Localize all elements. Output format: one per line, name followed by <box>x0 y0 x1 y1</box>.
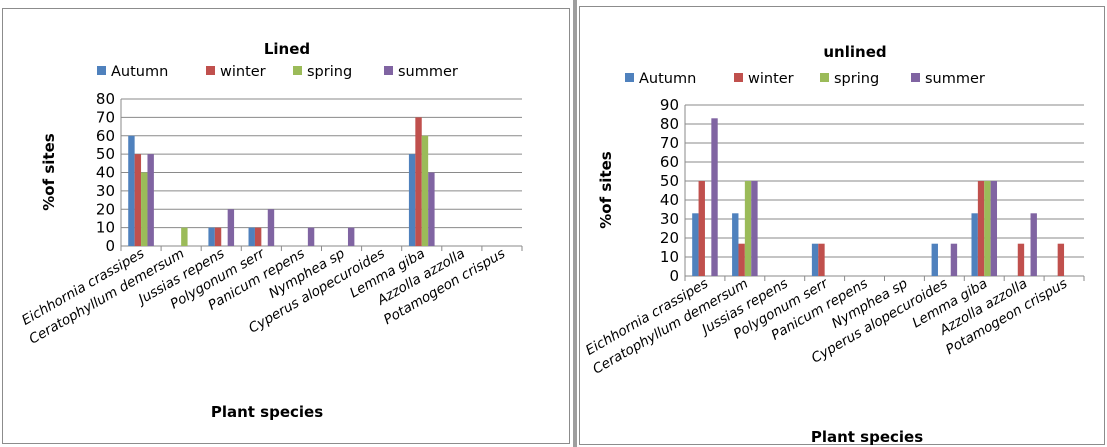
y-tick-label: 60 <box>96 127 115 145</box>
chart-title: Lined <box>264 40 310 58</box>
legend-label-winter: winter <box>748 71 794 87</box>
bar-winter <box>1017 243 1025 276</box>
chart-panel-unlined: unlined Autumn winter spring summer 0 10 20 30 40… <box>577 0 1107 447</box>
x-axis-title: Plant species <box>811 428 923 446</box>
y-tick-label: 80 <box>96 90 115 108</box>
bar-winter <box>977 181 985 276</box>
bar-summer <box>227 209 235 246</box>
bar-autumn <box>692 213 699 276</box>
y-tick-label: 50 <box>660 172 679 190</box>
chart-lined: Lined Autumn winter spring summer 01020304050… <box>19 40 523 421</box>
chart-unlined: unlined Autumn winter spring summer 010203040… <box>583 43 1085 446</box>
y-tick-label: 20 <box>660 229 679 247</box>
legend-swatch-spring <box>293 66 302 75</box>
bar-winter <box>1057 243 1065 276</box>
bar-winter <box>415 117 422 246</box>
bar-winter <box>818 243 825 276</box>
bar-summer <box>950 243 958 276</box>
legend-label-spring: spring <box>834 71 879 87</box>
legend-label-autumn: Autumn <box>111 64 168 80</box>
legend-swatch-winter <box>206 66 215 75</box>
legend-swatch-autumn <box>625 73 634 82</box>
bar-winter <box>134 154 142 246</box>
bar-summer <box>267 209 275 246</box>
y-axis-title: %of sites <box>40 133 58 210</box>
bar-summer <box>428 172 435 246</box>
bar-summer <box>147 154 154 246</box>
y-tick-label: 60 <box>660 153 679 171</box>
bar-spring <box>141 172 148 246</box>
legend-swatch-summer <box>384 66 393 75</box>
bar-summer <box>307 227 315 246</box>
bar-spring <box>984 181 991 276</box>
bar-winter <box>738 243 745 276</box>
legend-swatch-spring <box>820 73 829 82</box>
bar-autumn <box>811 243 819 276</box>
bar-autumn <box>128 135 135 246</box>
legend-label-autumn: Autumn <box>639 71 696 87</box>
bar-autumn <box>248 227 255 246</box>
bar-summer <box>751 181 758 276</box>
chart-panel-lined: Lined Autumn winter spring summer 0 10 20 30 40 50… <box>2 8 570 444</box>
bar-spring <box>421 135 429 246</box>
legend-swatch-autumn <box>97 66 106 75</box>
bar-autumn <box>732 213 739 276</box>
y-tick-label: 0 <box>669 267 679 285</box>
bar-spring <box>181 227 188 246</box>
bar-autumn <box>971 213 978 276</box>
legend-label-winter: winter <box>220 64 266 80</box>
legend-swatch-winter <box>734 73 743 82</box>
legend-swatch-summer <box>911 73 920 82</box>
bar-winter <box>214 227 222 246</box>
bar-summer <box>347 227 355 246</box>
x-axis-title: Plant species <box>211 403 323 421</box>
y-tick-label: 30 <box>660 210 679 228</box>
bar-winter <box>254 227 262 246</box>
y-tick-label: 40 <box>96 164 115 182</box>
bar-winter <box>698 181 705 276</box>
y-tick-label: 80 <box>660 115 679 133</box>
panel-separator <box>573 0 577 447</box>
bar-summer <box>990 181 998 276</box>
y-tick-label: 20 <box>96 200 115 218</box>
y-axis-title: %of sites <box>597 151 615 228</box>
chart-frame-unlined <box>579 6 1105 445</box>
y-tick-label: 30 <box>96 182 115 200</box>
y-tick-label: 0 <box>105 237 115 255</box>
y-tick-label: 90 <box>660 96 679 114</box>
y-tick-label: 10 <box>660 248 679 266</box>
legend-label-spring: spring <box>307 64 352 80</box>
y-tick-label: 70 <box>96 108 115 126</box>
y-tick-label: 50 <box>96 145 115 163</box>
chart-frame-lined <box>2 8 570 444</box>
bar-autumn <box>208 227 215 246</box>
bar-summer <box>711 118 718 276</box>
bar-autumn <box>408 154 416 246</box>
legend-label-summer: summer <box>925 71 985 87</box>
legend-label-summer: summer <box>398 64 458 80</box>
bar-spring <box>744 181 752 276</box>
y-tick-label: 40 <box>660 191 679 209</box>
bar-autumn <box>931 243 938 276</box>
bar-summer <box>1030 213 1037 276</box>
y-tick-label: 70 <box>660 134 679 152</box>
y-tick-label: 10 <box>96 219 115 237</box>
chart-title: unlined <box>823 43 886 61</box>
